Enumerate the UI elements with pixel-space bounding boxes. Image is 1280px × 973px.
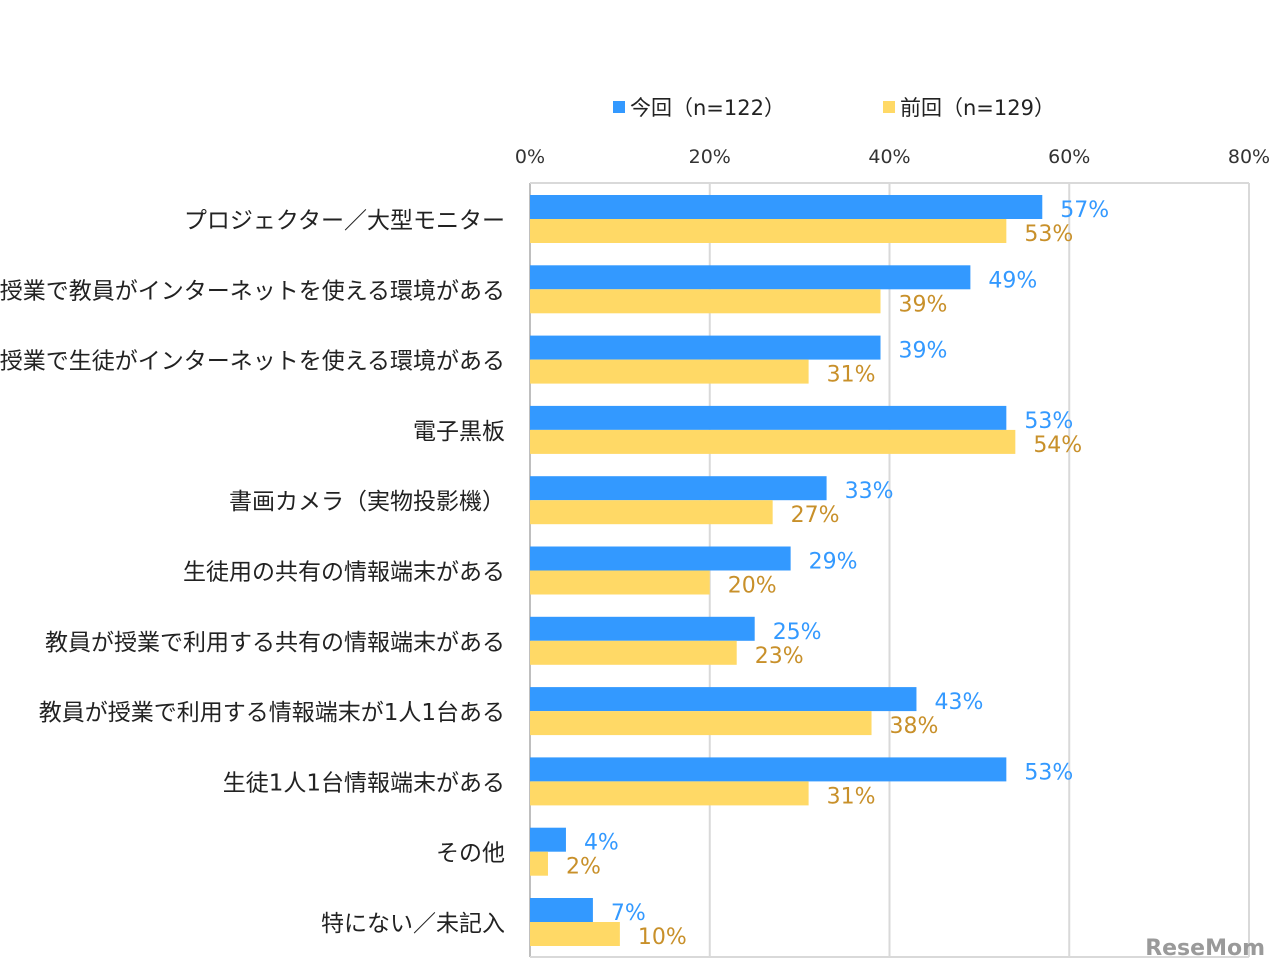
legend-swatch [613, 101, 625, 113]
category-label: 教員が授業で利用する情報端末が1人1台ある [39, 700, 505, 726]
x-tick-label: 0% [515, 146, 545, 168]
bar-current [530, 757, 1007, 782]
category-label: 授業で教員がインターネットを使える環境がある [0, 278, 505, 304]
bar-previous [530, 429, 1016, 454]
data-label: 54% [1033, 433, 1082, 458]
data-label: 43% [934, 690, 983, 715]
category-label: 特にない／未記入 [321, 911, 505, 937]
bar-current [530, 195, 1043, 219]
data-label: 53% [1024, 409, 1073, 434]
x-tick-label: 80% [1228, 146, 1270, 168]
data-label: 49% [988, 268, 1037, 293]
x-tick-label: 20% [689, 146, 731, 168]
data-label: 31% [827, 363, 876, 388]
data-label: 25% [773, 620, 822, 645]
bar-previous [530, 781, 809, 806]
bar-current [530, 405, 1007, 430]
bar-previous [530, 500, 773, 525]
legend-label: 今回（n=122） [630, 96, 785, 120]
bar-previous [530, 289, 881, 314]
data-label: 10% [638, 925, 687, 950]
x-tick-label: 40% [868, 146, 910, 168]
bar-previous [530, 640, 737, 665]
data-label: 53% [1024, 222, 1073, 247]
data-label: 20% [728, 574, 777, 599]
data-label: 7% [611, 901, 646, 926]
data-label: 38% [890, 714, 939, 739]
category-label: 生徒1人1台情報端末がある [223, 770, 505, 796]
bar-current [530, 616, 755, 641]
bar-current [530, 476, 827, 501]
bar-current [530, 898, 593, 922]
category-label: プロジェクター／大型モニター [184, 208, 505, 234]
category-label: 生徒用の共有の情報端末がある [183, 560, 505, 586]
category-label: 授業で生徒がインターネットを使える環境がある [0, 349, 505, 375]
data-label: 33% [845, 479, 894, 504]
data-label: 39% [899, 292, 948, 317]
legend-swatch [883, 101, 895, 113]
bar-current [530, 546, 791, 571]
data-label: 53% [1024, 760, 1073, 785]
bar-previous [530, 922, 620, 946]
category-label: 電子黒板 [413, 419, 505, 445]
data-label: 57% [1060, 198, 1109, 223]
bar-previous [530, 711, 872, 736]
resemom-logo: ReseMom [1145, 936, 1265, 961]
data-label: 29% [809, 550, 858, 575]
category-label: 教員が授業で利用する共有の情報端末がある [45, 630, 505, 656]
data-label: 2% [566, 855, 601, 880]
bar-previous [530, 851, 548, 876]
bar-previous [530, 359, 809, 384]
category-label: その他 [436, 841, 505, 867]
bar-previous [530, 219, 1007, 243]
bar-current [530, 827, 566, 852]
data-label: 23% [755, 644, 804, 669]
bar-current [530, 687, 917, 712]
legend-label: 前回（n=129） [900, 96, 1055, 120]
category-label: 書画カメラ（実物投影機） [229, 489, 505, 515]
data-label: 4% [584, 831, 619, 856]
data-label: 31% [827, 784, 876, 809]
bar-current [530, 265, 971, 290]
bar-current [530, 335, 881, 360]
data-label: 27% [791, 503, 840, 528]
x-tick-label: 60% [1048, 146, 1090, 168]
data-label: 39% [899, 339, 948, 364]
bar-previous [530, 570, 710, 595]
